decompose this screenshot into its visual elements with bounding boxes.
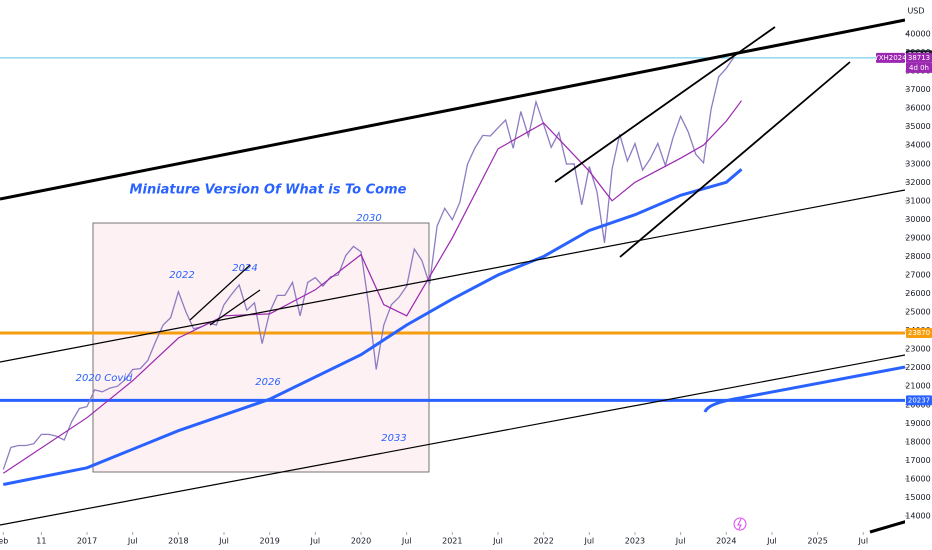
trend-line [189, 264, 251, 321]
annotation: 2026 [255, 377, 280, 388]
y-tick-label: 35000 [905, 122, 930, 131]
alert-icon [733, 517, 747, 531]
y-tick-label: 34000 [905, 141, 930, 150]
x-tick-label: Jul [310, 537, 321, 546]
x-tick-label: 2023 [625, 537, 645, 546]
y-tick-label: 16000 [905, 474, 930, 483]
price-line [2, 100, 742, 474]
x-tick-label: Jul [401, 537, 412, 546]
symbol-tag-label: YXH2024 [873, 54, 907, 62]
x-tick-label: 2019 [259, 537, 279, 546]
range-box [92, 222, 430, 473]
y-tick-label: 15000 [905, 493, 930, 502]
annotation: 2030 [356, 213, 381, 224]
y-tick-label: 29000 [905, 233, 930, 242]
y-tick-label: 27000 [905, 270, 930, 279]
x-tick-label: Jul [675, 537, 686, 546]
y-tick-label: 22000 [905, 363, 930, 372]
trend-line [619, 61, 851, 258]
symbol-price-tag-label: 38713 [908, 54, 930, 62]
y-tick-label: 37000 [905, 85, 930, 94]
trend-line [554, 26, 776, 183]
y-tick-label: 30000 [905, 215, 930, 224]
projection-curve [703, 365, 906, 413]
annotation: 2024 [232, 263, 257, 274]
x-tick-label: Jul [218, 537, 229, 546]
y-tick-label: 17000 [905, 456, 930, 465]
price-line [2, 56, 735, 470]
alert-icon [737, 518, 742, 530]
y-tick-label: 14000 [905, 511, 930, 520]
x-tick-label: 2024 [716, 537, 736, 546]
currency: USD [907, 7, 924, 16]
y-tick-label: 26000 [905, 289, 930, 298]
symbol-price-tag [906, 52, 932, 63]
price-axis [905, 0, 932, 550]
y-tick-label: 28000 [905, 252, 930, 261]
x-tick-label: 11 [36, 537, 46, 546]
x-tick-label: Jul [492, 537, 503, 546]
annotation: 2020 Covid [76, 373, 133, 384]
y-tick-label: 23000 [905, 345, 930, 354]
y-tick-label: 32000 [905, 178, 930, 187]
axes: 1400015000160001700018000190002000021000… [0, 29, 932, 546]
y-tick-label: 19000 [905, 419, 930, 428]
x-tick-label: 2025 [807, 537, 827, 546]
annotation: 2033 [381, 433, 406, 444]
level-tag [906, 395, 932, 406]
x-tick-label: Jul [857, 537, 868, 546]
x-tick-label: Jul [583, 537, 594, 546]
x-tick-label: 2020 [351, 537, 371, 546]
x-tick-label: 2022 [533, 537, 553, 546]
y-tick-label: 40000 [905, 29, 930, 38]
y-tick-label: 21000 [905, 382, 930, 391]
trend-line [0, 354, 906, 526]
y-tick-label: 18000 [905, 437, 930, 446]
y-tick-label: 25000 [905, 308, 930, 317]
x-tick-label: Jul [127, 537, 138, 546]
countdown-tag [906, 62, 932, 73]
level-tag-label: 23870 [908, 329, 930, 337]
x-tick-label: 2021 [442, 537, 462, 546]
price-line [3, 168, 743, 486]
x-tick-label: 2017 [77, 537, 97, 546]
annotation: 2022 [169, 270, 194, 281]
y-tick-label: 36000 [905, 104, 930, 113]
trend-line [209, 289, 261, 326]
y-tick-label: 33000 [905, 159, 930, 168]
y-tick-label: 31000 [905, 196, 930, 205]
symbol-tag [876, 52, 905, 63]
x-tick-label: 2018 [168, 537, 188, 546]
trend-line [0, 18, 906, 201]
x-tick-label: eb [0, 537, 8, 546]
countdown-label: 4d 0h [909, 64, 929, 72]
annotation: Miniature Version Of What is To Come [130, 183, 407, 198]
level-tag [906, 328, 932, 339]
level-tag-label: 20237 [908, 396, 930, 404]
trend-line [0, 189, 906, 363]
x-tick-label: Jul [766, 537, 777, 546]
